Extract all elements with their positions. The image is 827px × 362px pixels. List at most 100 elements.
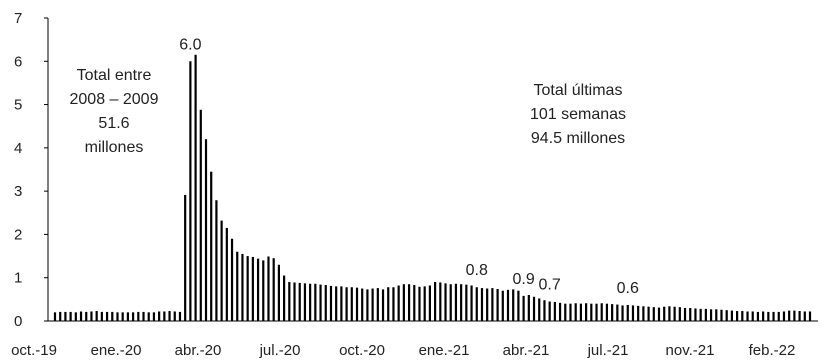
bar	[434, 282, 437, 321]
data-labels: 6.0 0.8 0.9 0.7 0.6 0.2	[0, 0, 639, 297]
bar	[340, 286, 343, 321]
bar	[788, 310, 791, 321]
x-tick-label: abr.-21	[503, 342, 550, 359]
bar	[709, 309, 713, 321]
bar	[762, 311, 765, 321]
bar	[283, 275, 286, 321]
bar	[184, 195, 187, 321]
bar	[132, 312, 135, 321]
bar	[199, 109, 202, 322]
bar	[475, 287, 478, 321]
bar	[720, 309, 723, 321]
bar	[303, 283, 307, 321]
bar	[564, 303, 567, 321]
bar	[558, 302, 562, 321]
bar	[741, 311, 744, 321]
bar	[460, 284, 463, 321]
bar	[522, 295, 525, 321]
x-axis: oct.-19 ene.-20 abr.-20 jul.-20 oct.-20 ene.-…	[11, 320, 818, 359]
bar	[637, 305, 640, 321]
x-tick-label: jul.-20	[259, 342, 301, 359]
bar	[418, 286, 421, 321]
bar	[673, 306, 676, 321]
bar	[506, 289, 510, 321]
bar	[611, 304, 614, 321]
bar	[642, 306, 645, 321]
bar	[262, 260, 265, 321]
y-tick-label: 5	[14, 97, 22, 114]
bar	[605, 303, 609, 321]
bar	[272, 258, 275, 321]
bar	[335, 286, 338, 321]
bar	[730, 310, 733, 321]
bar	[168, 311, 171, 321]
bar	[683, 308, 687, 321]
bar	[465, 284, 468, 321]
bar	[288, 282, 291, 321]
annotation-right-line-1: Total últimas	[534, 82, 623, 99]
bar	[699, 308, 702, 321]
bar	[194, 54, 197, 321]
bar	[782, 311, 786, 321]
bar	[376, 288, 379, 321]
bar	[241, 253, 244, 321]
bar	[116, 312, 119, 321]
bar	[449, 284, 452, 321]
bar	[501, 290, 504, 321]
data-label: 0.8	[466, 262, 488, 279]
y-tick-label: 1	[14, 270, 22, 287]
bar	[657, 307, 661, 321]
bar	[387, 287, 390, 321]
bar-series	[53, 54, 812, 322]
bar	[173, 311, 176, 321]
bar	[246, 256, 249, 321]
bar	[220, 220, 223, 321]
bar	[793, 310, 796, 321]
x-tick-label: feb.-22	[749, 342, 796, 359]
x-tick-label: abr.-20	[175, 342, 222, 359]
bar	[715, 309, 718, 321]
x-tick-label: nov.-21	[666, 342, 715, 359]
bar	[694, 308, 697, 321]
bar	[413, 285, 416, 321]
bar	[59, 311, 62, 321]
bar	[767, 311, 770, 321]
bar	[689, 308, 692, 321]
bar	[756, 311, 760, 321]
bar	[178, 311, 182, 321]
data-label: 0.2	[0, 0, 11, 4]
bar	[293, 282, 296, 321]
bar	[454, 283, 458, 321]
bar	[486, 288, 489, 321]
bar	[397, 285, 400, 321]
y-axis: 0 1 2 3 4 5 6 7	[14, 10, 49, 330]
y-tick-label: 3	[14, 183, 22, 200]
bar	[142, 311, 145, 321]
bar	[423, 286, 426, 321]
bar	[90, 311, 93, 321]
bar	[595, 303, 598, 321]
bar	[532, 296, 536, 321]
bar	[553, 301, 556, 321]
y-tick-label: 0	[14, 313, 22, 330]
bar	[298, 282, 301, 321]
bar	[631, 305, 635, 321]
bar	[324, 285, 327, 321]
bar	[772, 311, 775, 321]
bar	[392, 287, 395, 321]
annotation-right-line-3: 94.5 millones	[531, 130, 625, 147]
data-label: 6.0	[179, 36, 201, 53]
y-tick-label: 2	[14, 226, 22, 243]
bar	[350, 287, 353, 321]
bar	[491, 288, 494, 321]
bar	[79, 311, 83, 321]
y-tick-label: 4	[14, 140, 22, 157]
bar	[329, 285, 333, 321]
bar	[225, 227, 228, 321]
bar	[512, 289, 515, 321]
bar	[69, 311, 72, 321]
bar	[585, 303, 588, 321]
bar	[314, 283, 317, 321]
y-tick-label: 6	[14, 53, 22, 70]
bar	[204, 139, 208, 321]
